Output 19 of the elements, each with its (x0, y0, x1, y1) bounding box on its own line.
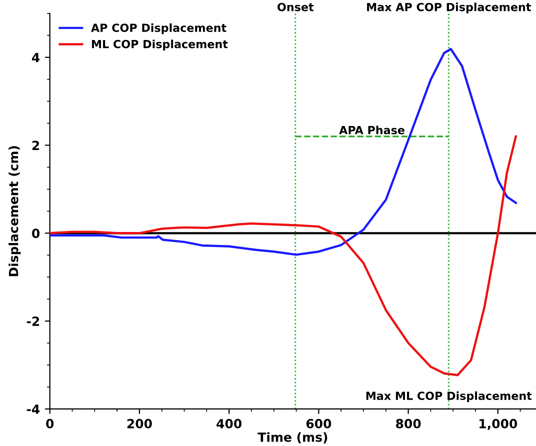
ref-line-label: Onset (278, 2, 314, 12)
x-tick-label: 0 (46, 418, 54, 428)
annotation: APA Phase (339, 126, 404, 134)
x-tick-label: 200 (127, 418, 152, 428)
x-tick-label: 1,000 (480, 418, 518, 430)
y-tick-label: -4 (26, 404, 40, 414)
legend-label: ML COP Displacement (92, 40, 228, 50)
y-tick-label: 0 (32, 228, 40, 238)
y-axis-title: Displacement (cm) (8, 146, 21, 276)
y-tick-label: -2 (26, 316, 40, 326)
y-tick-label: 4 (32, 52, 40, 62)
annotation: Max ML COP Displacement (366, 391, 532, 402)
y-tick-label: 2 (32, 140, 40, 150)
ref-line-label: Max AP COP Displacement (367, 2, 531, 14)
x-tick-label: 600 (306, 418, 332, 428)
x-tick-label: 800 (396, 418, 421, 428)
legend-label: AP COP Displacement (91, 23, 226, 34)
x-axis-title: Time (ms) (258, 432, 328, 444)
x-tick-label: 400 (216, 418, 242, 428)
